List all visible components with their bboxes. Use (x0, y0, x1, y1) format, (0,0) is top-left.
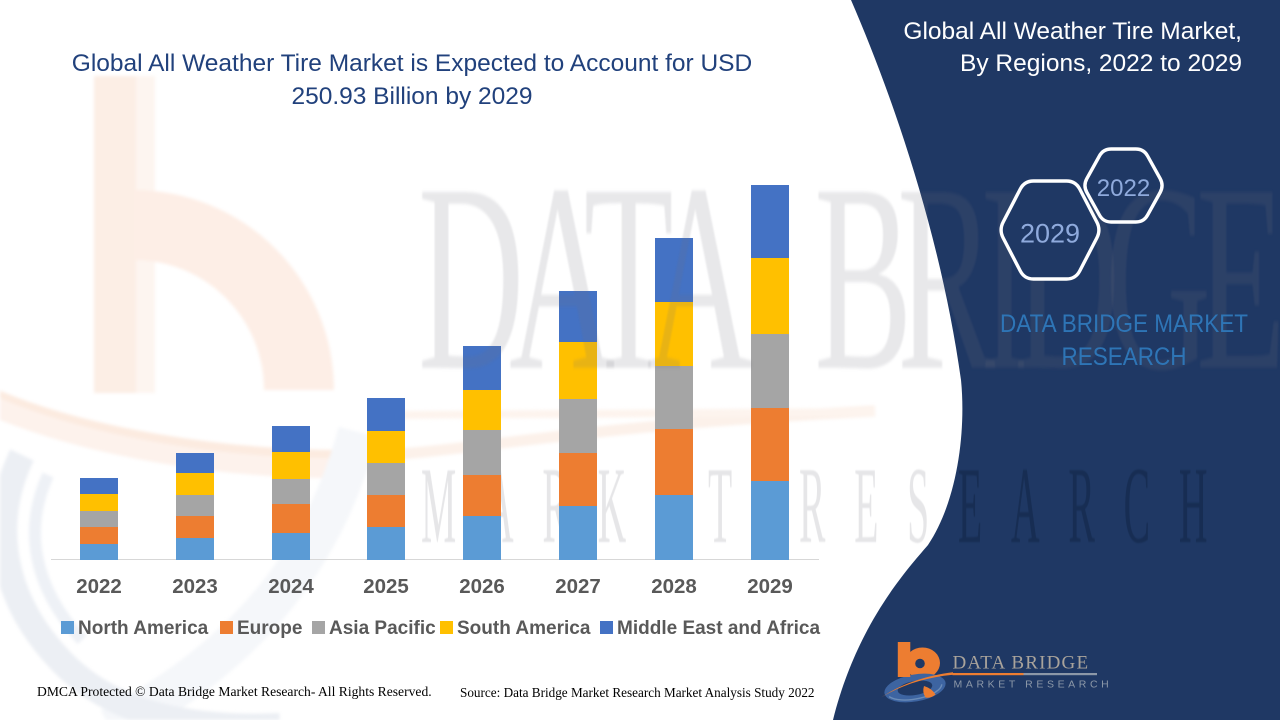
svg-text:DATA BRIDGE: DATA BRIDGE (953, 653, 1090, 674)
svg-text:MARKET RESEARCH: MARKET RESEARCH (954, 679, 1113, 691)
svg-text:2022: 2022 (1097, 175, 1150, 202)
svg-text:2029: 2029 (1020, 219, 1080, 249)
